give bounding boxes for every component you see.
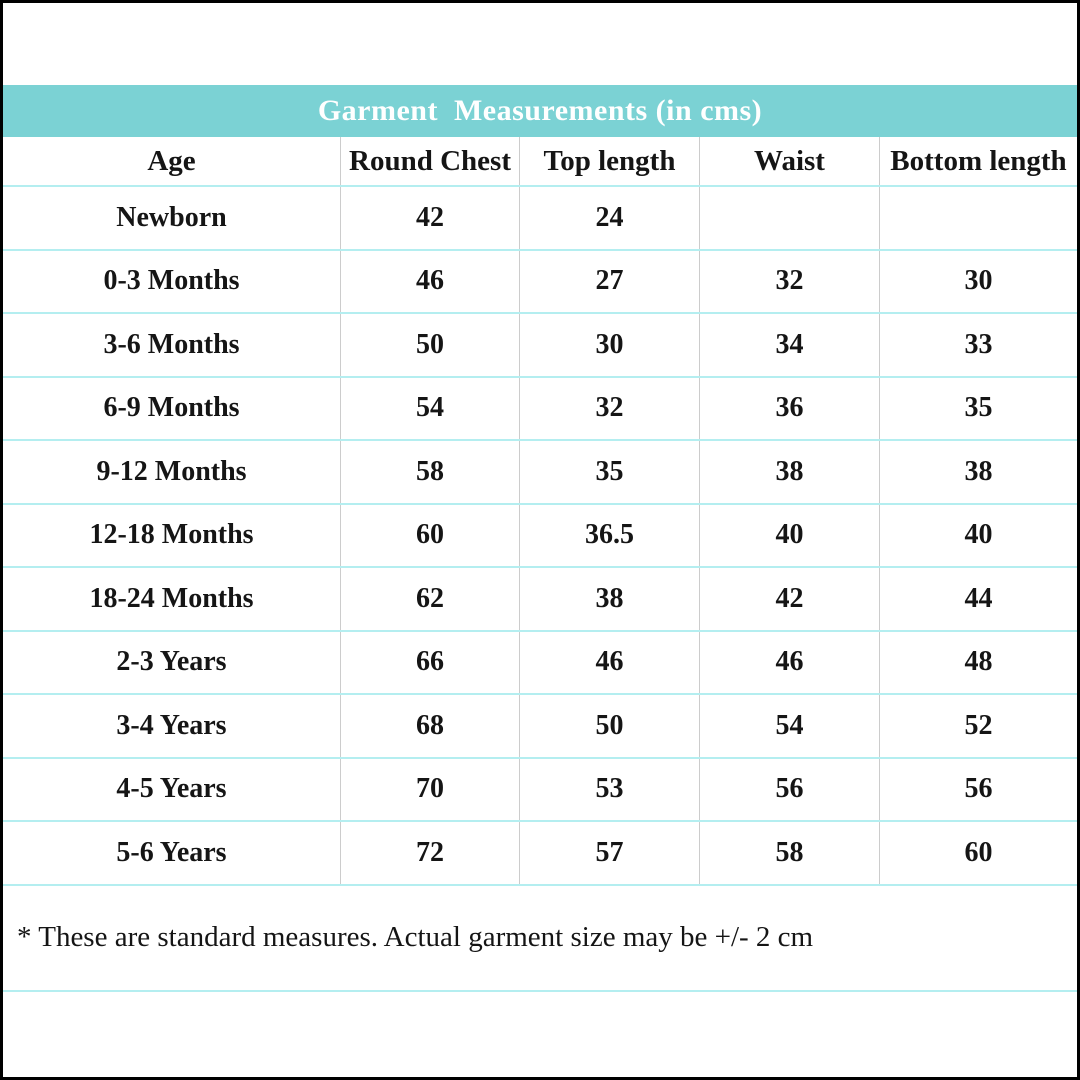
column-header-round-chest: Round Chest (341, 137, 520, 185)
table-row: 3-4 Years 68 50 54 52 (3, 695, 1077, 759)
top-length-cell: 35 (520, 441, 700, 503)
top-length-cell: 57 (520, 822, 700, 884)
waist-cell (700, 187, 880, 249)
round-chest-cell: 66 (341, 631, 520, 693)
bottom-length-cell: 30 (964, 265, 993, 297)
top-length-cell: 32 (520, 377, 700, 439)
waist-cell: 56 (700, 758, 880, 820)
round-chest-cell: 72 (341, 822, 520, 884)
round-chest-cell: 58 (341, 441, 520, 503)
age-cell: 0-3 Months (3, 250, 341, 312)
chart-title: Garment Measurements (in cms) (317, 94, 763, 127)
waist-cell: 46 (700, 631, 880, 693)
bottom-length-cell: 52 (964, 709, 993, 741)
top-length-cell: 53 (520, 758, 700, 820)
footnote-text: * These are standard measures. Actual ga… (17, 921, 814, 953)
column-header-waist: Waist (700, 137, 880, 185)
round-chest-cell: 60 (341, 504, 520, 566)
waist-cell: 38 (700, 441, 880, 503)
bottom-length-cell: 56 (964, 773, 993, 805)
waist-cell: 58 (700, 822, 880, 884)
round-chest-cell: 54 (341, 377, 520, 439)
top-whitespace (3, 3, 1077, 85)
round-chest-cell: 42 (341, 187, 520, 249)
table-header-row: Age Round Chest Top length Waist Bottom … (3, 137, 1077, 187)
top-length-cell: 38 (520, 568, 700, 630)
age-cell: 4-5 Years (3, 758, 341, 820)
table-row: 2-3 Years 66 46 46 48 (3, 631, 1077, 695)
top-length-cell: 50 (520, 695, 700, 757)
top-length-cell: 27 (520, 250, 700, 312)
bottom-length-cell: 40 (964, 519, 993, 551)
age-cell: 3-4 Years (3, 695, 341, 757)
table-row: 6-9 Months 54 32 36 35 (3, 377, 1077, 441)
round-chest-cell: 62 (341, 568, 520, 630)
column-header-top-length: Top length (520, 137, 700, 185)
age-cell: 18-24 Months (3, 568, 341, 630)
bottom-length-cell: 38 (964, 455, 993, 487)
round-chest-cell: 70 (341, 758, 520, 820)
table-row: 18-24 Months 62 38 42 44 (3, 568, 1077, 632)
bottom-length-cell: 60 (964, 836, 993, 868)
waist-cell: 54 (700, 695, 880, 757)
column-header-age: Age (3, 137, 341, 185)
table-row: Newborn 42 24 (3, 187, 1077, 251)
top-length-cell: 24 (520, 187, 700, 249)
round-chest-cell: 46 (341, 250, 520, 312)
age-cell: 2-3 Years (3, 631, 341, 693)
title-band: Garment Measurements (in cms) (3, 85, 1077, 137)
waist-cell: 36 (700, 377, 880, 439)
age-cell: 3-6 Months (3, 314, 341, 376)
bottom-length-cell (880, 187, 1077, 249)
round-chest-cell: 50 (341, 314, 520, 376)
table-row: 5-6 Years 72 57 58 60 (3, 822, 1077, 886)
table-row: 4-5 Years 70 53 56 56 (3, 758, 1077, 822)
age-cell: 12-18 Months (3, 504, 341, 566)
table-row: 0-3 Months 46 27 32 30 (3, 250, 1077, 314)
bottom-length-cell: 33 (964, 328, 993, 360)
waist-cell: 32 (700, 250, 880, 312)
bottom-length-cell: 48 (964, 646, 993, 678)
age-cell: 6-9 Months (3, 377, 341, 439)
bottom-length-cell: 35 (964, 392, 993, 424)
table-body: Newborn 42 24 0-3 Months 46 27 32 30 3-6… (3, 187, 1077, 886)
top-length-cell: 36.5 (520, 504, 700, 566)
round-chest-cell: 68 (341, 695, 520, 757)
table-row: 12-18 Months 60 36.5 40 40 (3, 504, 1077, 568)
table-row: 3-6 Months 50 30 34 33 (3, 314, 1077, 378)
top-length-cell: 46 (520, 631, 700, 693)
age-cell: 9-12 Months (3, 441, 341, 503)
age-cell: 5-6 Years (3, 822, 341, 884)
bottom-length-cell: 44 (964, 582, 993, 614)
top-length-cell: 30 (520, 314, 700, 376)
age-cell: Newborn (3, 187, 341, 249)
table-row: 9-12 Months 58 35 38 38 (3, 441, 1077, 505)
footnote-band: * These are standard measures. Actual ga… (3, 886, 1077, 992)
column-header-bottom-length: Bottom length (890, 144, 1067, 177)
waist-cell: 42 (700, 568, 880, 630)
waist-cell: 34 (700, 314, 880, 376)
waist-cell: 40 (700, 504, 880, 566)
